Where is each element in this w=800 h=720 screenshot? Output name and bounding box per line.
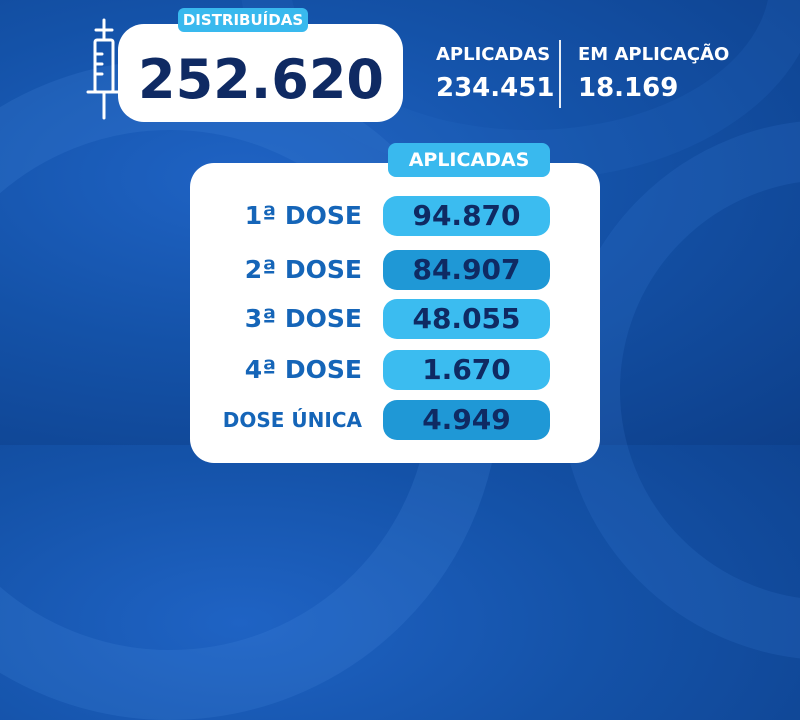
dose-row-5: DOSE ÚNICA 4.949 xyxy=(190,400,600,440)
dose-label: DOSE ÚNICA xyxy=(222,408,362,432)
distributed-label: DISTRIBUÍDAS xyxy=(178,8,308,32)
stat-in-progress: EM APLICAÇÃO 18.169 xyxy=(578,44,729,103)
dose-value: 48.055 xyxy=(383,299,550,339)
dose-label: 4ª DOSE xyxy=(244,355,362,384)
dose-label: 1ª DOSE xyxy=(244,201,362,230)
dose-row-2: 2ª DOSE 84.907 xyxy=(190,250,600,290)
stats-divider xyxy=(559,40,561,108)
stat-applied: APLICADAS 234.451 xyxy=(436,44,554,103)
dose-label: 3ª DOSE xyxy=(244,304,362,333)
dose-row-1: 1ª DOSE 94.870 xyxy=(190,196,600,236)
dose-label: 2ª DOSE xyxy=(244,255,362,284)
syringe-icon xyxy=(86,18,122,120)
dose-row-4: 4ª DOSE 1.670 xyxy=(190,350,600,390)
stat-applied-label: APLICADAS xyxy=(436,44,551,65)
dose-value: 4.949 xyxy=(383,400,550,440)
dose-value: 84.907 xyxy=(383,250,550,290)
stat-applied-value: 234.451 xyxy=(436,73,555,103)
stat-in-progress-label: EM APLICAÇÃO xyxy=(578,44,730,65)
dose-value: 94.870 xyxy=(383,196,550,236)
dose-row-3: 3ª DOSE 48.055 xyxy=(190,299,600,339)
distributed-card: 252.620 xyxy=(118,24,403,122)
dose-value: 1.670 xyxy=(383,350,550,390)
distributed-value: 252.620 xyxy=(138,48,384,111)
stat-in-progress-value: 18.169 xyxy=(578,73,679,103)
applied-panel-header: APLICADAS xyxy=(388,143,550,177)
